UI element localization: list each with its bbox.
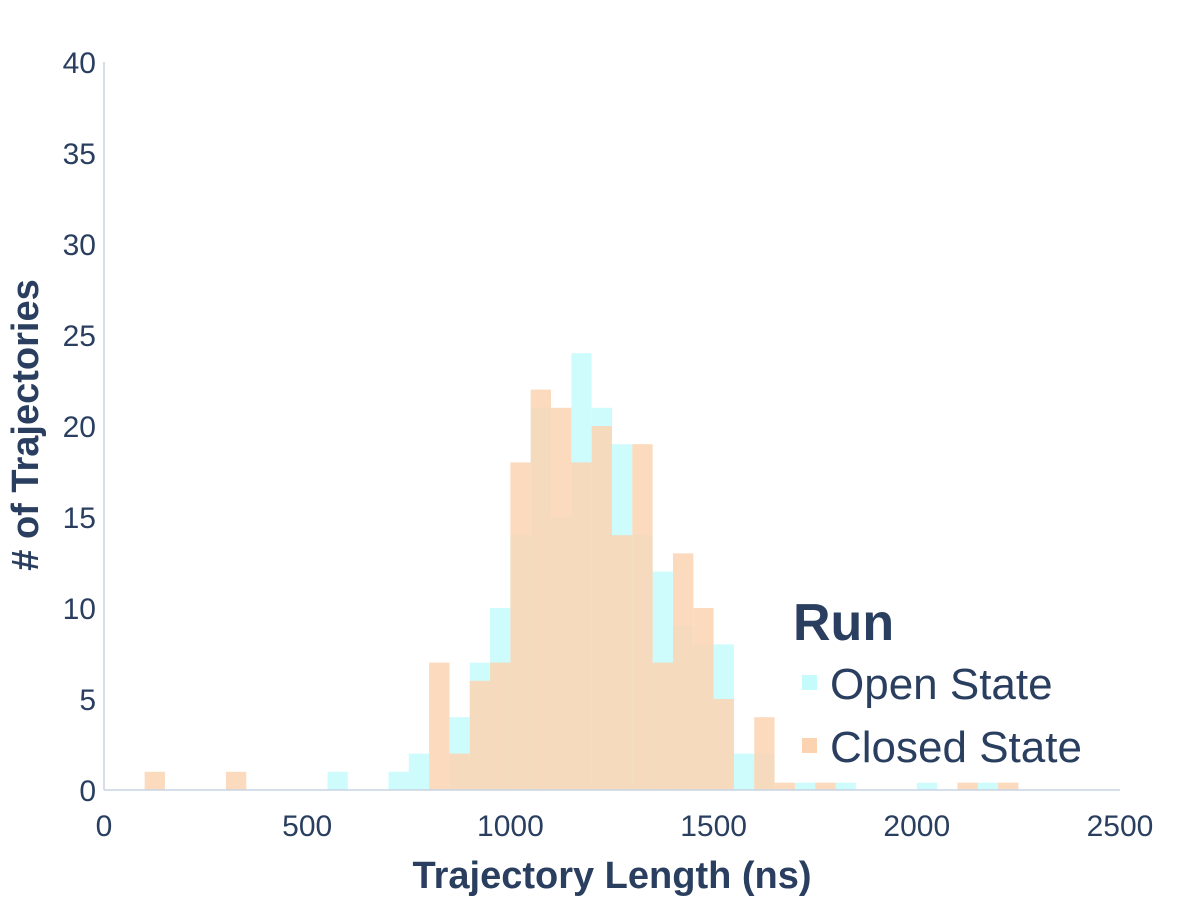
histogram-bar: [815, 782, 836, 790]
histogram-bar: [551, 407, 572, 790]
series-closed-state: [144, 389, 1019, 790]
y-axis-title: # of Trajectories: [5, 279, 47, 570]
histogram-bar: [794, 782, 816, 790]
histogram-bar: [408, 753, 430, 790]
histogram-bar: [449, 753, 470, 790]
y-tick-label: 40: [63, 47, 96, 80]
y-tick-label: 35: [63, 138, 96, 171]
histogram-bar: [490, 662, 511, 790]
bars-layer: [144, 353, 1019, 790]
legend-swatch: [802, 675, 817, 690]
histogram-bar: [998, 782, 1019, 790]
histogram-bar: [469, 680, 491, 790]
legend-label: Open State: [830, 660, 1053, 709]
histogram-bar: [429, 662, 450, 790]
y-tick-label: 0: [79, 775, 96, 808]
y-tick-labels: 0 5 10 15 20 25 30 35 40: [63, 47, 96, 808]
histogram-bar: [977, 782, 999, 790]
y-tick-label: 25: [63, 320, 96, 353]
histogram-bar: [591, 426, 612, 790]
y-tick-label: 30: [63, 229, 96, 262]
y-tick-label: 20: [63, 411, 96, 444]
histogram-bar: [632, 444, 653, 790]
histogram-bar: [957, 782, 978, 790]
legend-items: Open State Closed State: [802, 660, 1082, 772]
histogram-bar: [672, 553, 694, 790]
x-tick-label: 0: [96, 810, 113, 843]
histogram-bar: [530, 389, 552, 790]
histogram-bar: [733, 753, 755, 790]
x-tick-label: 2500: [1087, 810, 1154, 843]
x-tick-labels: 0 500 1000 1500 2000 2500: [96, 810, 1154, 843]
legend: Run Open State Closed State: [793, 594, 1082, 772]
histogram-bar: [835, 782, 856, 790]
histogram-bar: [225, 771, 247, 790]
histogram-bar: [693, 608, 714, 790]
legend-title: Run: [793, 594, 894, 652]
histogram-bar: [612, 535, 633, 790]
histogram-bar: [388, 771, 409, 790]
x-axis-title: Trajectory Length (ns): [412, 855, 811, 897]
histogram-bar: [652, 662, 673, 790]
histogram-bar: [144, 771, 165, 790]
histogram-bar: [327, 771, 348, 790]
histogram-bar: [510, 462, 531, 790]
histogram-bar: [916, 782, 938, 790]
y-tick-label: 10: [63, 593, 96, 626]
histogram-bar: [571, 462, 592, 790]
x-tick-label: 500: [282, 810, 332, 843]
y-tick-label: 5: [79, 684, 96, 717]
histogram-bar: [754, 717, 775, 790]
legend-swatch: [802, 738, 817, 753]
x-tick-label: 1500: [680, 810, 747, 843]
y-tick-label: 15: [63, 502, 96, 535]
legend-label: Closed State: [830, 723, 1082, 772]
x-tick-label: 1000: [477, 810, 544, 843]
histogram-bar: [713, 699, 734, 790]
x-tick-label: 2000: [883, 810, 950, 843]
histogram-bar: [774, 782, 795, 790]
